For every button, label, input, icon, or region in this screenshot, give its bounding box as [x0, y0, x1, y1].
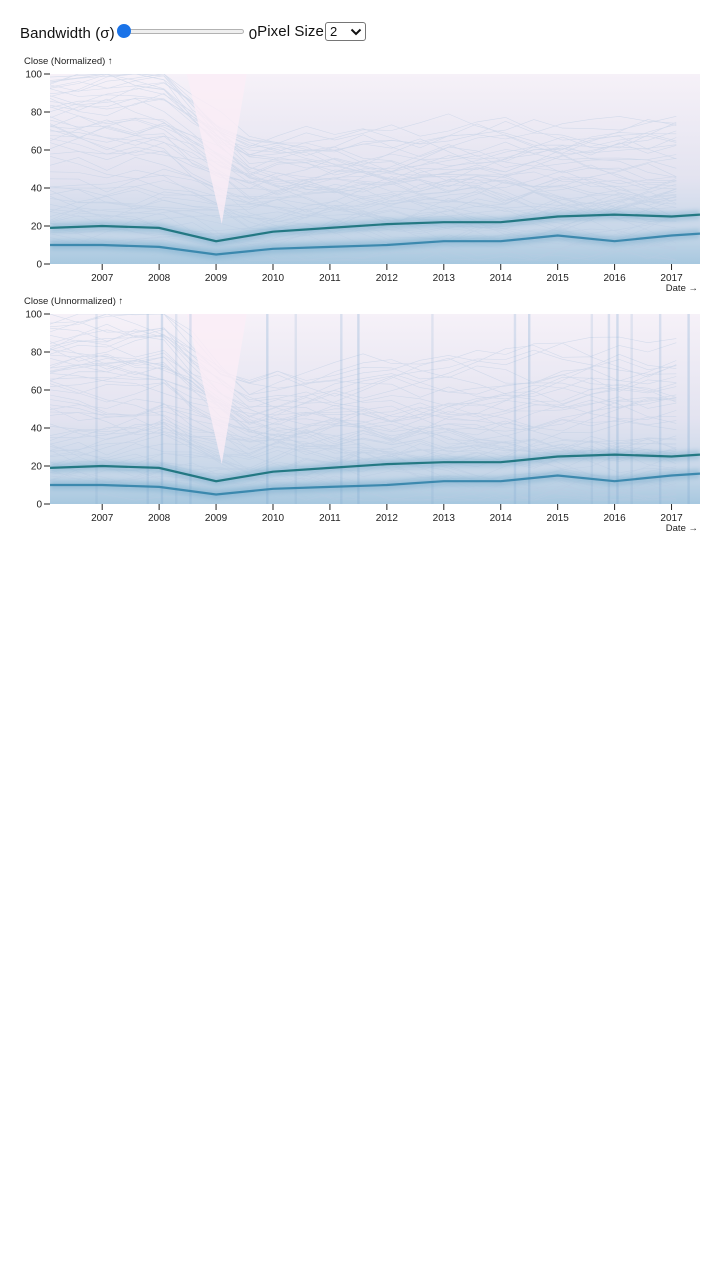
volume-streak — [590, 314, 594, 504]
x-axis-title: Date → — [666, 523, 698, 534]
volume-streak — [95, 314, 98, 504]
density-band — [50, 232, 700, 256]
x-tick-label: 2017 — [660, 273, 683, 284]
volume-streak — [175, 314, 178, 504]
x-tick-label: 2012 — [376, 513, 399, 524]
density-band — [50, 453, 700, 483]
y-tick-label: 40 — [31, 184, 43, 195]
x-tick-label: 2014 — [490, 273, 513, 284]
volume-streak — [357, 314, 360, 504]
x-tick-label: 2013 — [433, 513, 456, 524]
x-tick-label: 2007 — [91, 273, 114, 284]
y-tick-label: 40 — [31, 424, 43, 435]
y-tick-label: 60 — [31, 386, 43, 397]
controls-bar: Bandwidth (σ) 0 Pixel Size 2 — [20, 19, 366, 43]
pixel-size-value: 2 — [329, 23, 338, 39]
volume-streak — [527, 314, 531, 504]
y-axis-title: Close (Unnormalized) ↑ — [24, 296, 123, 307]
y-tick-label: 20 — [31, 462, 43, 473]
pixel-size-label: Pixel Size — [257, 22, 324, 40]
crash-highlight — [186, 74, 247, 224]
bandwidth-slider-thumb[interactable] — [116, 24, 131, 38]
chart-normalized-svg: 0 20 40 60 80 100 Close (Normalized) ↑ 2007 2008… — [24, 56, 700, 294]
x-tick-label: 2010 — [262, 273, 285, 284]
volume-streak — [687, 314, 690, 504]
volume-streak — [189, 314, 192, 504]
x-axis-title: Date → — [666, 283, 698, 294]
x-tick-label: 2017 — [660, 513, 683, 524]
x-tick-label: 2015 — [547, 273, 570, 284]
x-tick-label: 2009 — [205, 513, 228, 524]
volume-streak — [294, 314, 297, 504]
x-tick-label: 2015 — [547, 513, 570, 524]
x-tick-label: 2008 — [148, 273, 171, 284]
y-tick-label: 20 — [31, 222, 43, 233]
volume-streak — [616, 314, 619, 504]
heatmap-texture — [50, 314, 677, 501]
y-tick-label: 80 — [31, 108, 43, 119]
y-tick-label: 100 — [25, 70, 42, 81]
x-tick-label: 2010 — [262, 513, 285, 524]
heatmap-area — [50, 314, 700, 504]
y-tick-label: 100 — [25, 310, 42, 321]
x-tick-label: 2011 — [319, 513, 341, 524]
x-tick-label: 2013 — [433, 273, 456, 284]
bandwidth-label: Bandwidth (σ) — [20, 24, 115, 42]
bandwidth-value: 0 — [248, 25, 258, 43]
x-tick-label: 2011 — [319, 273, 341, 284]
crash-highlight — [186, 314, 247, 464]
heatmap-area — [50, 74, 700, 264]
volume-streak — [146, 314, 149, 504]
x-tick-label: 2008 — [148, 513, 171, 524]
y-axis: 0 20 40 60 80 100 — [25, 70, 50, 271]
x-tick-label: 2009 — [205, 273, 228, 284]
volume-streak — [340, 314, 343, 504]
chevron-down-icon — [350, 28, 362, 35]
x-tick-label: 2014 — [490, 513, 513, 524]
heatmap-texture — [50, 74, 677, 261]
y-tick-label: 0 — [36, 500, 42, 511]
x-axis: 2007 2008 2009 2010 2011 2012 2013 2014 2015 2016… — [91, 264, 683, 284]
bandwidth-slider[interactable] — [116, 21, 247, 41]
volume-streak — [431, 314, 434, 504]
volume-streak — [607, 314, 611, 504]
x-tick-label: 2016 — [603, 513, 626, 524]
x-tick-label: 2016 — [603, 273, 626, 284]
volume-streak — [266, 314, 269, 504]
volume-streak — [513, 314, 517, 504]
volume-streak — [160, 314, 164, 504]
y-tick-label: 80 — [31, 348, 43, 359]
x-tick-label: 2007 — [91, 513, 114, 524]
x-axis: 2007 2008 2009 2010 2011 2012 2013 2014 2015 2016… — [91, 504, 683, 524]
chart-normalized: 0 20 40 60 80 100 Close (Normalized) ↑ 2007 2008… — [0, 54, 720, 294]
chart-unnormalized: 0 20 40 60 80 100 Close (Unnormalized) ↑ 2007 20… — [0, 294, 720, 534]
x-tick-label: 2012 — [376, 273, 399, 284]
y-axis: 0 20 40 60 80 100 — [25, 310, 50, 511]
y-axis-title: Close (Normalized) ↑ — [24, 56, 113, 67]
y-tick-label: 0 — [36, 260, 42, 271]
pixel-size-select[interactable]: 2 — [324, 21, 366, 41]
volume-streak — [658, 314, 662, 504]
density-band — [50, 472, 700, 496]
density-band — [50, 213, 700, 243]
volume-streak — [630, 314, 633, 504]
y-tick-label: 60 — [31, 146, 43, 157]
bandwidth-slider-track[interactable] — [119, 29, 244, 34]
